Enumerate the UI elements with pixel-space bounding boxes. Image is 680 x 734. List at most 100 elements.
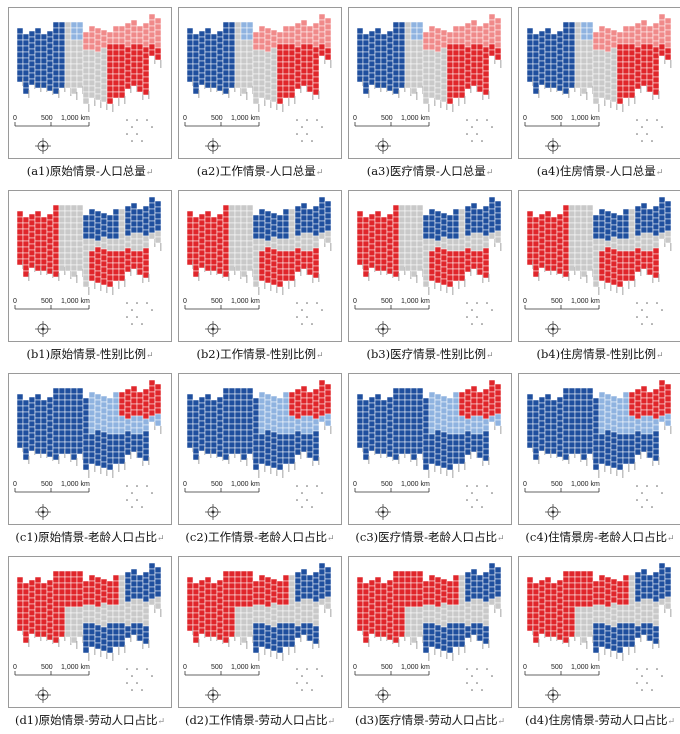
scale-label: 500 (381, 115, 393, 122)
map-block (112, 91, 120, 99)
map-block (628, 232, 636, 240)
map-block (124, 430, 132, 438)
map-block (610, 455, 618, 463)
map-block (82, 598, 90, 606)
map-block (604, 264, 612, 272)
map-block (240, 51, 248, 59)
island-dot (311, 323, 313, 325)
scale-label: 500 (211, 115, 223, 122)
scale-label: 1,000 km (231, 664, 260, 671)
map-block (610, 254, 618, 262)
map-block (198, 615, 206, 623)
map-block (142, 52, 150, 60)
map-block (264, 264, 272, 272)
island-dot (306, 682, 308, 684)
map-block (598, 244, 606, 252)
map-block-side (368, 273, 370, 281)
map-block (94, 630, 102, 638)
map-block (318, 574, 326, 582)
map-block-side (88, 653, 90, 661)
scale-label: 1,000 km (571, 664, 600, 671)
map-block (404, 399, 412, 407)
map-block (222, 570, 230, 578)
map-block (658, 232, 666, 240)
map-block (422, 451, 430, 459)
map-block (562, 441, 570, 449)
map-block (234, 222, 242, 230)
map-block (398, 582, 406, 590)
map-block (476, 574, 484, 582)
map-block (34, 252, 42, 260)
map-block (422, 580, 430, 588)
map-block (154, 572, 162, 580)
map-block (392, 393, 400, 401)
map-block (598, 604, 606, 612)
map-block (580, 228, 588, 236)
map-block (470, 226, 478, 234)
map-block (634, 388, 642, 396)
map-block (88, 574, 96, 582)
map-block (40, 33, 48, 41)
map-block (64, 51, 72, 59)
map-block (300, 586, 308, 594)
map-block (494, 596, 502, 604)
map-block (264, 636, 272, 644)
map-block (228, 612, 236, 620)
map-block (580, 51, 588, 59)
map-block (258, 274, 266, 282)
map-block (592, 463, 600, 471)
map-block (70, 87, 78, 95)
map-block (82, 79, 90, 87)
map-block (240, 264, 248, 272)
scale-label: 0 (523, 298, 527, 305)
map-block (88, 397, 96, 405)
map-block (258, 421, 266, 429)
map-block (416, 228, 424, 236)
map-block (106, 79, 114, 87)
map-block (58, 216, 66, 224)
map-block (598, 415, 606, 423)
map-block (240, 81, 248, 89)
map-block (362, 240, 370, 248)
map-block (112, 457, 120, 465)
map-block (470, 31, 478, 39)
map-block (592, 85, 600, 93)
map-block (646, 415, 654, 423)
map-block (106, 463, 114, 471)
map-block-side (246, 275, 248, 283)
map-block (88, 220, 96, 228)
map-block (574, 576, 582, 584)
map-block (52, 51, 60, 59)
map-block (106, 415, 114, 423)
map-block (622, 433, 630, 441)
map-block (204, 246, 212, 254)
map-block (270, 266, 278, 274)
map-block (610, 413, 618, 421)
map-block (476, 616, 484, 624)
map-block (398, 576, 406, 584)
map-block (142, 631, 150, 639)
map-block (100, 53, 108, 61)
map-block (130, 214, 138, 222)
map-block (646, 73, 654, 81)
map-block (22, 234, 30, 242)
map-block (664, 407, 672, 415)
map-block (130, 427, 138, 435)
map-block (458, 433, 466, 441)
map-block (416, 45, 424, 53)
map-block-side (464, 279, 466, 287)
map-block (204, 576, 212, 584)
map-block (300, 610, 308, 618)
map-block (434, 276, 442, 284)
map-block (598, 427, 606, 435)
map-block (598, 256, 606, 264)
map-block (392, 618, 400, 626)
map-block (434, 246, 442, 254)
map-block (118, 232, 126, 240)
map-block (416, 69, 424, 77)
map-block (574, 234, 582, 242)
map-block (526, 33, 534, 41)
map-block (252, 397, 260, 405)
map-block (34, 588, 42, 596)
map-block (228, 75, 236, 83)
